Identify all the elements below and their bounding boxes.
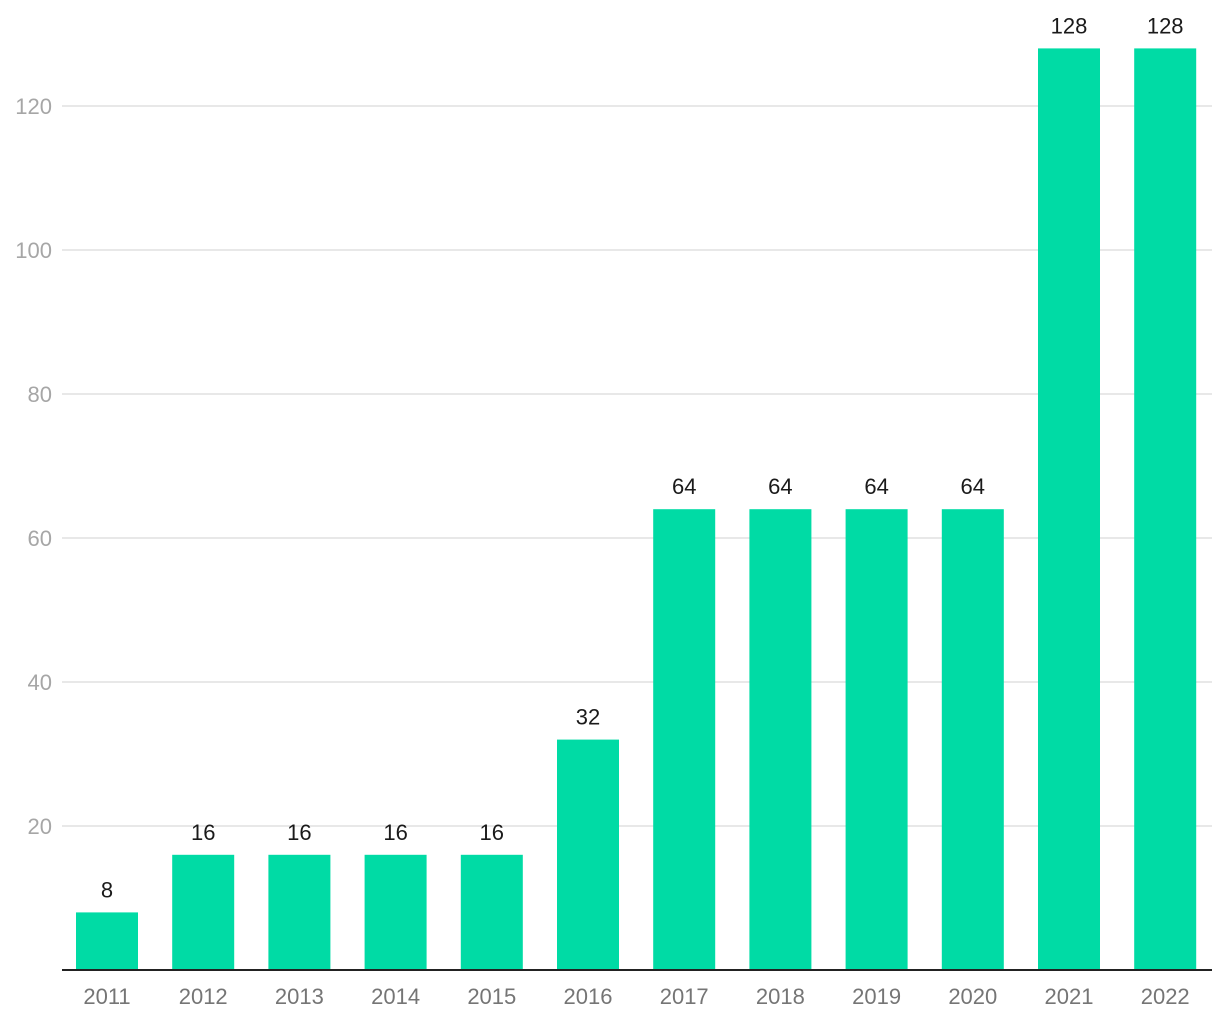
x-tick-label: 2014 [371, 984, 420, 1009]
bar [268, 854, 331, 970]
y-axis-ticks: 20 40 60 80 100 120 [15, 94, 52, 839]
bar [557, 739, 619, 970]
data-label: 64 [672, 474, 696, 499]
y-tick-label: 80 [28, 382, 52, 407]
bar [749, 509, 812, 970]
data-label: 64 [768, 474, 792, 499]
x-axis-ticks: 2011 2012 2013 2014 2015 2016 2017 2018 2019 2020… [83, 984, 1189, 1009]
gridlines [62, 105, 1212, 827]
bar [1134, 48, 1197, 970]
data-label: 128 [1051, 13, 1088, 38]
y-tick-label: 100 [15, 238, 52, 263]
data-label: 16 [383, 820, 407, 845]
y-tick-label: 60 [28, 526, 52, 551]
x-tick-label: 2017 [660, 984, 709, 1009]
data-label: 16 [191, 820, 215, 845]
bar [941, 509, 1004, 970]
data-label: 16 [287, 820, 311, 845]
x-tick-label: 2011 [83, 984, 130, 1009]
bar [845, 509, 908, 970]
data-label: 128 [1147, 13, 1184, 38]
x-tick-label: 2016 [564, 984, 613, 1009]
y-tick-label: 120 [15, 94, 52, 119]
data-label: 16 [480, 820, 504, 845]
data-labels: 8 16 16 16 16 32 64 64 64 64 128 128 [101, 13, 1184, 902]
data-label: 32 [576, 705, 600, 730]
bar [460, 854, 523, 970]
x-tick-label: 2019 [852, 984, 901, 1009]
x-tick-label: 2022 [1141, 984, 1190, 1009]
bar [1038, 48, 1100, 970]
bar [172, 854, 235, 970]
bar [76, 912, 138, 970]
data-label: 8 [101, 877, 113, 902]
data-label: 64 [864, 474, 888, 499]
bar [653, 509, 716, 970]
x-tick-label: 2021 [1045, 984, 1094, 1009]
x-tick-label: 2013 [275, 984, 324, 1009]
x-tick-label: 2015 [467, 984, 516, 1009]
x-tick-label: 2018 [756, 984, 805, 1009]
bar [364, 854, 427, 970]
x-tick-label: 2020 [948, 984, 997, 1009]
y-tick-label: 40 [28, 670, 52, 695]
bars [76, 48, 1197, 970]
y-tick-label: 20 [28, 814, 52, 839]
x-tick-label: 2012 [179, 984, 228, 1009]
data-label: 64 [961, 474, 985, 499]
